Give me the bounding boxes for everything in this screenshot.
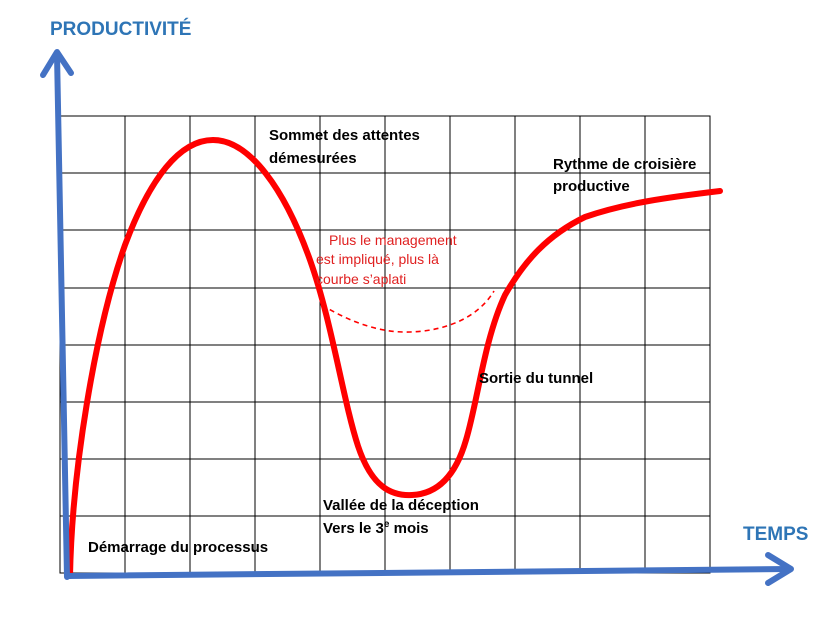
label-cruise-line1: Rythme de croisière: [553, 156, 696, 173]
label-valley-line1: Vallée de la déception: [323, 497, 479, 514]
y-axis-line: [54, 51, 70, 580]
dashed-flattened-curve: [321, 290, 495, 333]
valley-line2-suffix: mois: [389, 520, 428, 537]
label-valley-line2: Vers le 3e mois: [323, 519, 429, 537]
label-peak-line1: Sommet des attentes: [269, 127, 420, 144]
x-axis-line: [64, 566, 792, 579]
note-line3: courbe s’aplati: [316, 271, 406, 287]
valley-line2-text: Vers le 3: [323, 520, 384, 537]
label-peak-line2: démesurées: [269, 150, 357, 167]
y-axis-arrowhead: [40, 49, 74, 78]
note-line2: est impliqué, plus là: [316, 251, 439, 267]
productivity-curve: [67, 137, 723, 579]
valley-line2-superscript: e: [384, 519, 390, 530]
grid: [59, 115, 711, 574]
x-axis-title: TEMPS: [743, 524, 808, 545]
label-exit-tunnel: Sortie du tunnel: [479, 370, 593, 387]
label-start: Démarrage du processus: [88, 539, 268, 556]
x-axis-arrowhead: [765, 552, 794, 586]
label-cruise-line2: productive: [553, 178, 630, 195]
y-axis-title: PRODUCTIVITÉ: [50, 18, 191, 40]
note-line1: Plus le management: [329, 232, 457, 248]
axes: [40, 49, 794, 586]
